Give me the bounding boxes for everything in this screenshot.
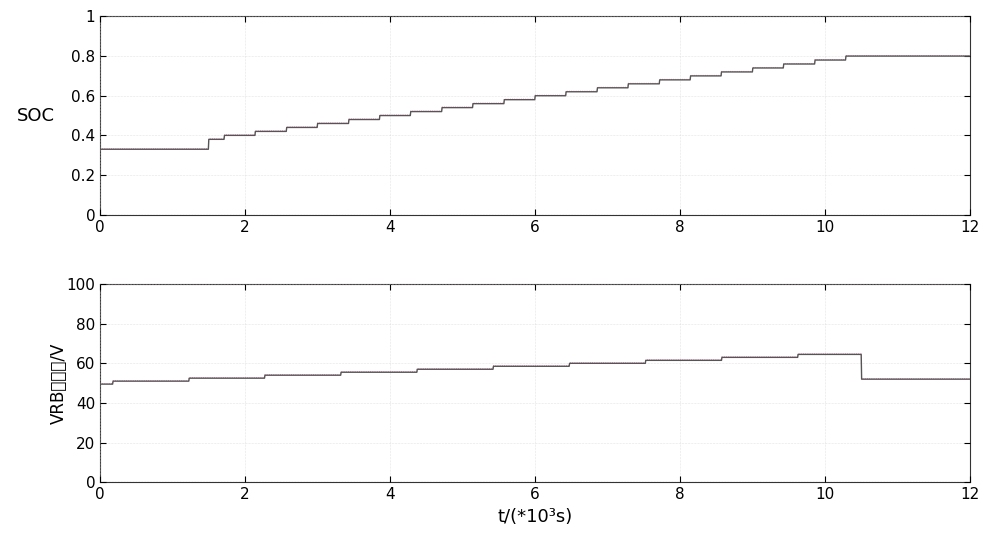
Y-axis label: SOC: SOC <box>17 106 55 124</box>
Y-axis label: VRB端电压/V: VRB端电压/V <box>50 342 68 424</box>
X-axis label: t/(*10³s): t/(*10³s) <box>497 507 573 526</box>
